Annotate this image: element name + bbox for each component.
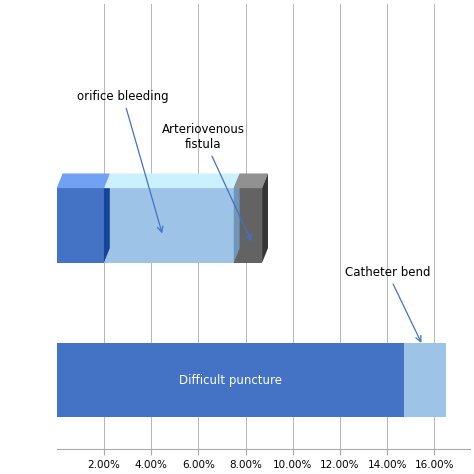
Polygon shape	[104, 173, 240, 188]
Text: Arteriovenous
fistula: Arteriovenous fistula	[162, 123, 251, 240]
Bar	[104, 188, 234, 263]
Text: orifice bleeding: orifice bleeding	[77, 90, 169, 232]
Polygon shape	[57, 173, 110, 188]
Bar	[57, 343, 404, 418]
Bar	[404, 343, 446, 418]
Text: matoma: matoma	[4, 219, 53, 232]
Polygon shape	[104, 173, 110, 263]
Polygon shape	[234, 173, 268, 188]
Text: Difficult puncture: Difficult puncture	[179, 374, 282, 387]
Text: Catheter bend: Catheter bend	[345, 266, 430, 342]
Polygon shape	[234, 173, 240, 263]
Bar	[234, 188, 262, 263]
Polygon shape	[262, 173, 268, 263]
Bar	[57, 188, 104, 263]
